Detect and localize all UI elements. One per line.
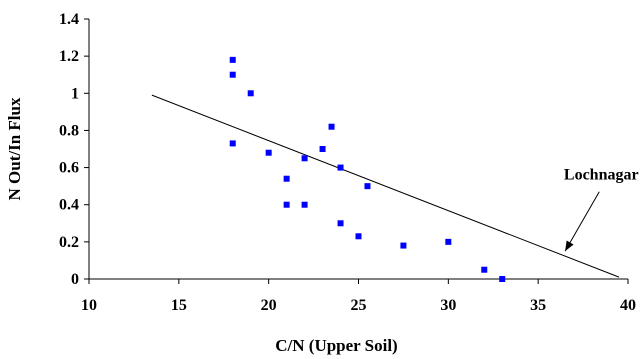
annotation-group: Lochnagar [564,167,639,252]
data-point [301,155,308,162]
data-point [247,90,254,97]
data-point [364,183,371,190]
y-tick-label: 1.2 [59,48,79,65]
y-tick-label: 0 [71,271,79,288]
data-point [229,140,236,147]
x-tick-label: 40 [620,297,636,314]
trend-line-group [151,94,620,278]
x-tick-label: 20 [261,297,277,314]
data-point [337,220,344,227]
data-point [499,276,506,282]
data-point [481,266,488,273]
data-point [229,56,236,63]
data-point [355,233,362,240]
data-point [283,175,290,182]
y-tick-label: 0.4 [59,197,79,214]
data-point [229,71,236,78]
data-point [328,123,335,130]
data-point [445,238,452,245]
x-tick-label: 35 [530,297,546,314]
y-tick-label: 1.4 [59,11,79,28]
annotation-arrow [564,191,600,252]
x-tick-label: 25 [351,297,367,314]
axes [88,19,628,280]
x-axis-title: C/N (Upper Soil) [275,336,397,355]
data-point [400,242,407,249]
y-tick-label: 1 [71,85,79,102]
y-tick-label: 0.6 [59,160,79,177]
trend-line [151,94,620,278]
annotation-arrowhead [565,240,574,252]
data-point [301,201,308,208]
x-axis-ticks: 10 15 20 25 30 35 40 [81,279,636,314]
y-tick-label: 0.8 [59,122,79,139]
data-points [229,56,506,282]
data-point [283,201,290,208]
x-tick-label: 15 [171,297,187,314]
x-tick-label: 10 [81,297,97,314]
annotation-label: Lochnagar [564,167,639,184]
y-tick-label: 0.2 [59,234,79,251]
data-point [319,146,326,152]
y-axis-title: N Out/In Flux [5,97,24,200]
x-tick-label: 30 [440,297,456,314]
data-point [265,149,272,156]
data-point [337,164,344,171]
y-axis-ticks: 0 0.2 0.4 0.6 0.8 1 1.2 1.4 [59,11,89,288]
